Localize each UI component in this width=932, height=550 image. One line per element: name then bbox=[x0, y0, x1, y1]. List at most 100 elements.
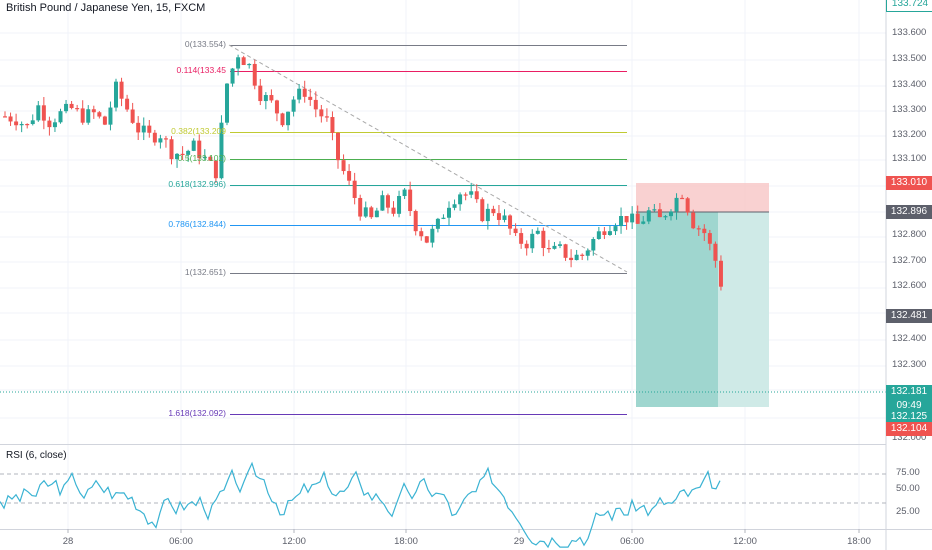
candle-body bbox=[408, 189, 413, 212]
candle-body bbox=[336, 132, 340, 161]
candle-body bbox=[75, 108, 80, 110]
symbol-title[interactable]: British Pound / Japanese Yen, 15, FXCM bbox=[6, 2, 206, 14]
candle-body bbox=[463, 194, 468, 196]
candle-body bbox=[424, 236, 429, 243]
candle-body bbox=[280, 113, 285, 126]
price-axis-label: 132.600 bbox=[892, 280, 927, 291]
candle-body bbox=[552, 245, 557, 249]
candle-body bbox=[474, 191, 479, 200]
candle-body bbox=[169, 139, 174, 160]
candle-body bbox=[713, 243, 718, 261]
time-axis-label: 06:00 bbox=[169, 536, 193, 547]
candle-body bbox=[702, 228, 707, 234]
price-badge: 09:49 bbox=[886, 399, 932, 413]
candle-body bbox=[430, 228, 435, 243]
candle-body bbox=[14, 121, 19, 126]
candle-body bbox=[208, 156, 213, 161]
candle-body bbox=[186, 150, 191, 155]
candle-body bbox=[413, 211, 418, 232]
rsi-pane bbox=[0, 461, 886, 549]
price-badge: 132.181 bbox=[886, 385, 932, 399]
candle-body bbox=[213, 160, 218, 179]
candle-body bbox=[441, 217, 446, 219]
candle-body bbox=[624, 216, 629, 223]
rsi-indicator-title[interactable]: RSI (6, close) bbox=[6, 450, 67, 461]
candle-body bbox=[619, 216, 624, 227]
candle-body bbox=[458, 194, 463, 205]
stop-loss-zone[interactable] bbox=[636, 183, 769, 212]
candle-body bbox=[541, 230, 546, 249]
price-badge: 133.010 bbox=[886, 176, 932, 190]
candle-body bbox=[363, 207, 368, 217]
fib-retracement[interactable] bbox=[230, 45, 627, 415]
candle-body bbox=[452, 204, 457, 208]
candle-body bbox=[108, 107, 113, 125]
candle-body bbox=[563, 244, 568, 258]
candle-body bbox=[469, 191, 474, 195]
candle-body bbox=[247, 63, 252, 66]
candle-body bbox=[496, 213, 501, 220]
candle-body bbox=[491, 208, 496, 214]
candle-body bbox=[657, 209, 662, 218]
candle-body bbox=[380, 195, 385, 211]
candle-body bbox=[707, 233, 712, 244]
candle-body bbox=[41, 105, 46, 121]
candle-body bbox=[30, 120, 35, 125]
candle-body bbox=[435, 218, 440, 229]
candle-body bbox=[352, 180, 357, 198]
candle-body bbox=[8, 116, 13, 122]
fib-level-label: 1(132.651) bbox=[184, 267, 226, 277]
candle-body bbox=[680, 197, 685, 200]
candle-body bbox=[191, 140, 196, 151]
price-axis-label: 132.000 bbox=[892, 432, 927, 443]
candle-body bbox=[313, 99, 318, 110]
price-axis-label: 132.300 bbox=[892, 359, 927, 370]
candle-body bbox=[269, 95, 274, 101]
candle-body bbox=[508, 215, 513, 229]
candle-body bbox=[291, 99, 296, 112]
trade-position-box[interactable] bbox=[636, 183, 769, 407]
price-badge: 132.481 bbox=[886, 309, 932, 323]
fib-trend-line[interactable] bbox=[228, 44, 628, 273]
candle-body bbox=[80, 108, 85, 123]
candle-body bbox=[391, 207, 396, 214]
candle-body bbox=[19, 123, 24, 126]
candle-body bbox=[419, 231, 424, 237]
candle-body bbox=[663, 216, 668, 218]
price-badge: 132.125 bbox=[886, 410, 932, 424]
candle-body bbox=[64, 103, 69, 112]
candle-body bbox=[513, 228, 518, 234]
price-badge: 133.724 bbox=[886, 0, 932, 12]
candle-body bbox=[91, 109, 96, 113]
fib-level-label: 1.618(132.092) bbox=[168, 408, 226, 418]
price-axis-label: 133.300 bbox=[892, 104, 927, 115]
candle-body bbox=[158, 138, 163, 143]
candle-body bbox=[152, 132, 157, 143]
candle-body bbox=[175, 153, 180, 160]
candle-body bbox=[230, 68, 235, 84]
price-axis-label: 132.700 bbox=[892, 255, 927, 266]
candle-body bbox=[369, 207, 374, 218]
rsi-axis-label: 25.00 bbox=[896, 506, 920, 517]
candle-body bbox=[36, 105, 41, 121]
candle-body bbox=[374, 210, 379, 218]
candle-body bbox=[635, 213, 640, 224]
candle-body bbox=[202, 156, 207, 159]
candle-body bbox=[225, 83, 229, 123]
fib-level-label: 0.618(132.996) bbox=[168, 179, 226, 189]
candle-body bbox=[480, 199, 485, 222]
candle-body bbox=[3, 116, 7, 118]
price-axis-label: 133.200 bbox=[892, 129, 927, 140]
candle-body bbox=[330, 117, 335, 133]
time-axis-label: 18:00 bbox=[394, 536, 418, 547]
price-axis-label: 132.400 bbox=[892, 333, 927, 344]
candle-body bbox=[241, 57, 246, 66]
candle-body bbox=[596, 231, 601, 239]
candle-body bbox=[297, 88, 302, 100]
price-axis-label: 133.100 bbox=[892, 153, 927, 164]
candle-body bbox=[197, 140, 202, 159]
candle-body bbox=[236, 57, 241, 69]
candle-body bbox=[574, 254, 579, 261]
candle-body bbox=[286, 111, 291, 126]
